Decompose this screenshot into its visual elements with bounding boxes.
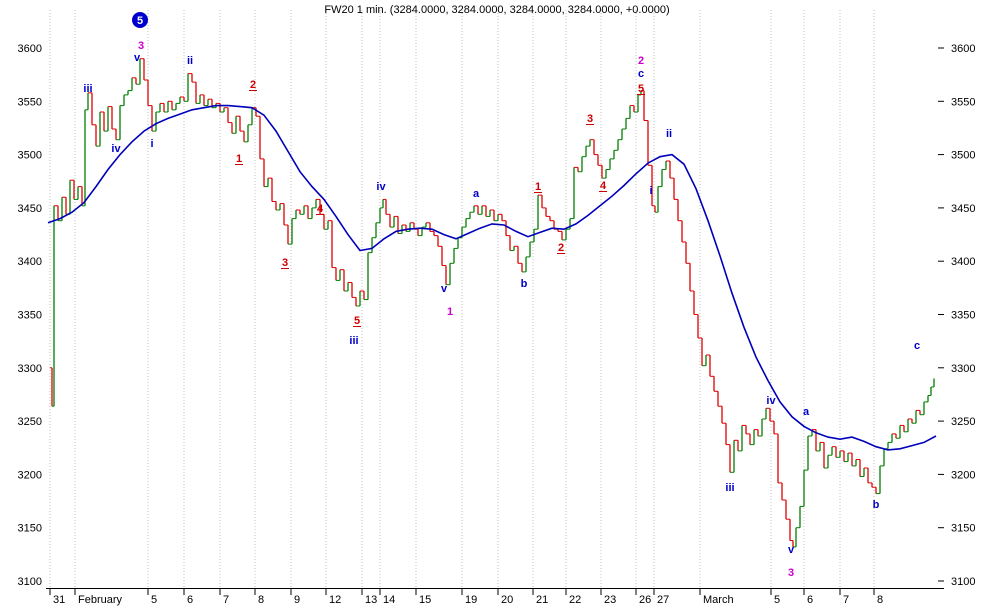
wave-label: v	[134, 52, 141, 64]
wave-label: ii	[666, 128, 672, 140]
circled-wave-label	[132, 12, 148, 28]
wave-label: c	[914, 340, 920, 352]
x-axis-label: 19	[465, 594, 477, 606]
wave-label: 5	[137, 15, 143, 27]
y-axis-label-right: 3200	[951, 469, 975, 481]
x-axis-label: 7	[843, 594, 849, 606]
x-axis-label: February	[78, 594, 123, 606]
y-axis-label-left: 3550	[18, 96, 42, 108]
x-axis-label: 6	[807, 594, 813, 606]
y-axis-label-right: 3450	[951, 203, 975, 215]
wave-label: a	[473, 188, 480, 200]
x-axis-label: 8	[877, 594, 883, 606]
axes: 3600 3600 3550 3550 3500 3500 3450 3450 3400 3400…	[18, 43, 975, 595]
wave-label: 1	[447, 306, 453, 318]
wave-label: 2	[250, 79, 256, 91]
wave-label: 3	[587, 113, 593, 125]
y-axis-label-left: 3450	[18, 203, 42, 215]
y-axis-label-right: 3300	[951, 363, 975, 375]
gridlines	[49, 10, 875, 588]
y-axis-label-left: 3300	[18, 363, 42, 375]
wave-label: i	[649, 185, 652, 197]
x-axis-label: 31	[53, 594, 65, 606]
x-axis-label: 21	[536, 594, 548, 606]
wave-label: iv	[766, 395, 776, 407]
x-axis-label: 26	[639, 594, 651, 606]
y-axis-label-right: 3100	[951, 576, 975, 588]
wave-label: 5	[638, 83, 644, 95]
wave-label: 1	[535, 181, 541, 193]
x-axis-labels: 31 February 5 6 7 8 9 12 13 14 15 19 20 21 22 23 26 27 Mar…	[53, 594, 883, 606]
y-axis-label-right: 3550	[951, 96, 975, 108]
x-axis-label: 6	[187, 594, 193, 606]
x-axis-label: 27	[657, 594, 669, 606]
wave-label: 2	[638, 55, 644, 67]
wave-label: iv	[376, 181, 386, 193]
x-axis-label: 9	[294, 594, 300, 606]
y-axis-label-left: 3350	[18, 310, 42, 322]
y-axis-label-left: 3500	[18, 150, 42, 162]
x-axis-label: 8	[258, 594, 264, 606]
x-axis-label: 15	[419, 594, 431, 606]
wave-label: 1	[236, 153, 242, 165]
x-axis-label: 22	[569, 594, 581, 606]
wave-label: i	[150, 138, 153, 150]
wave-label: 3	[282, 257, 288, 269]
x-axis-label: 12	[329, 594, 341, 606]
wave-label: 4	[600, 180, 607, 192]
wave-label: v	[441, 283, 448, 295]
price-series	[50, 58, 935, 548]
wave-label: iv	[111, 143, 121, 155]
y-axis-label-left: 3100	[18, 576, 42, 588]
y-axis-label-right: 3150	[951, 523, 975, 535]
x-axis-label: 5	[774, 594, 780, 606]
y-axis-label-left: 3150	[18, 523, 42, 535]
wave-label: iii	[349, 335, 358, 347]
y-axis-label-left: 3600	[18, 43, 42, 55]
y-axis-label-right: 3250	[951, 416, 975, 428]
wave-label: 2	[558, 242, 564, 254]
x-axis-label: 13	[365, 594, 377, 606]
y-axis-label-right: 3350	[951, 310, 975, 322]
wave-label: b	[521, 278, 528, 290]
y-axis-label-left: 3200	[18, 469, 42, 481]
wave-label: c	[638, 68, 644, 80]
wave-label: 4	[317, 203, 324, 215]
wave-label: iii	[725, 482, 734, 494]
x-axis-label: March	[703, 594, 734, 606]
y-axis-label-left: 3250	[18, 416, 42, 428]
x-axis-label: 7	[223, 594, 229, 606]
y-axis-label-right: 3400	[951, 256, 975, 268]
wave-label: a	[803, 406, 810, 418]
y-axis-label-left: 3400	[18, 256, 42, 268]
wave-label: ii	[187, 55, 193, 67]
x-axis-label: 23	[604, 594, 616, 606]
y-axis-label-right: 3600	[951, 43, 975, 55]
x-axis-label: 5	[151, 594, 157, 606]
x-axis-label: 14	[383, 594, 395, 606]
moving-average-line	[47, 104, 937, 451]
wave-label: 3	[788, 567, 794, 579]
wave-label: v	[788, 544, 795, 556]
wave-label: b	[873, 499, 880, 511]
wave-label: 5	[354, 315, 360, 327]
y-axis-label-right: 3500	[951, 150, 975, 162]
wave-label: 3	[138, 40, 144, 52]
x-axis-label: 20	[501, 594, 513, 606]
wave-label: iii	[83, 83, 92, 95]
